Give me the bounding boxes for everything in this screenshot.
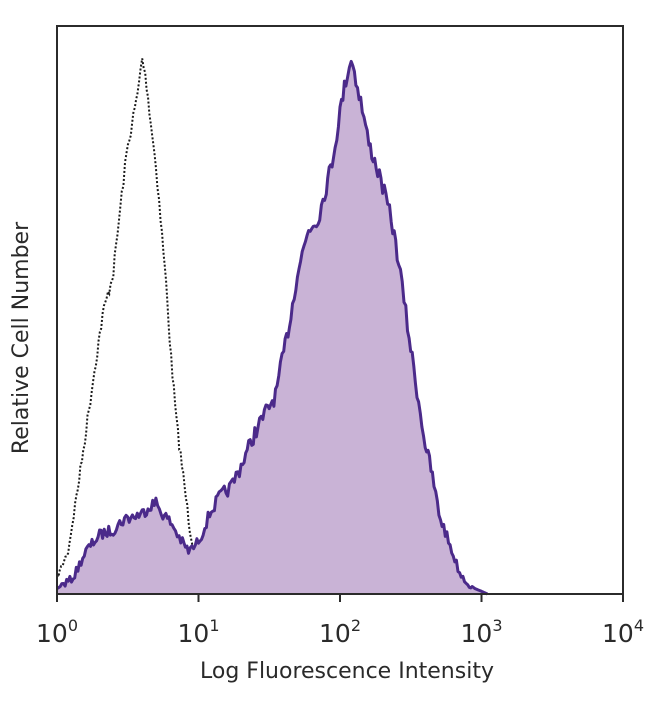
- x-tick-label: 100: [36, 616, 78, 648]
- x-tick-label-exponent: 0: [68, 616, 78, 635]
- x-tick-label-base: 10: [36, 619, 68, 648]
- x-tick-label-base: 10: [602, 619, 634, 648]
- x-tick-label-exponent: 4: [634, 616, 644, 635]
- x-tick-label-exponent: 2: [351, 616, 361, 635]
- x-tick-label: 101: [178, 616, 220, 648]
- stained-histogram-line: [56, 59, 489, 596]
- x-tick-label-exponent: 1: [209, 616, 219, 635]
- x-tick-label-base: 10: [178, 619, 210, 648]
- isotype-control-histogram-line: [56, 58, 267, 595]
- y-axis-title: Relative Cell Number: [9, 221, 34, 454]
- x-tick-label-exponent: 3: [492, 616, 502, 635]
- x-axis-title: Log Fluorescence Intensity: [200, 659, 494, 684]
- x-tick-label: 102: [319, 616, 361, 648]
- x-tick-label-base: 10: [319, 619, 351, 648]
- x-tick-label-base: 10: [461, 619, 493, 648]
- stained-histogram-fill: [57, 61, 488, 594]
- x-tick-label: 103: [461, 616, 503, 648]
- x-axis-ticks: 100 101 102 103 104: [36, 594, 644, 648]
- x-tick-label: 104: [602, 616, 644, 648]
- plot-area: [56, 58, 489, 596]
